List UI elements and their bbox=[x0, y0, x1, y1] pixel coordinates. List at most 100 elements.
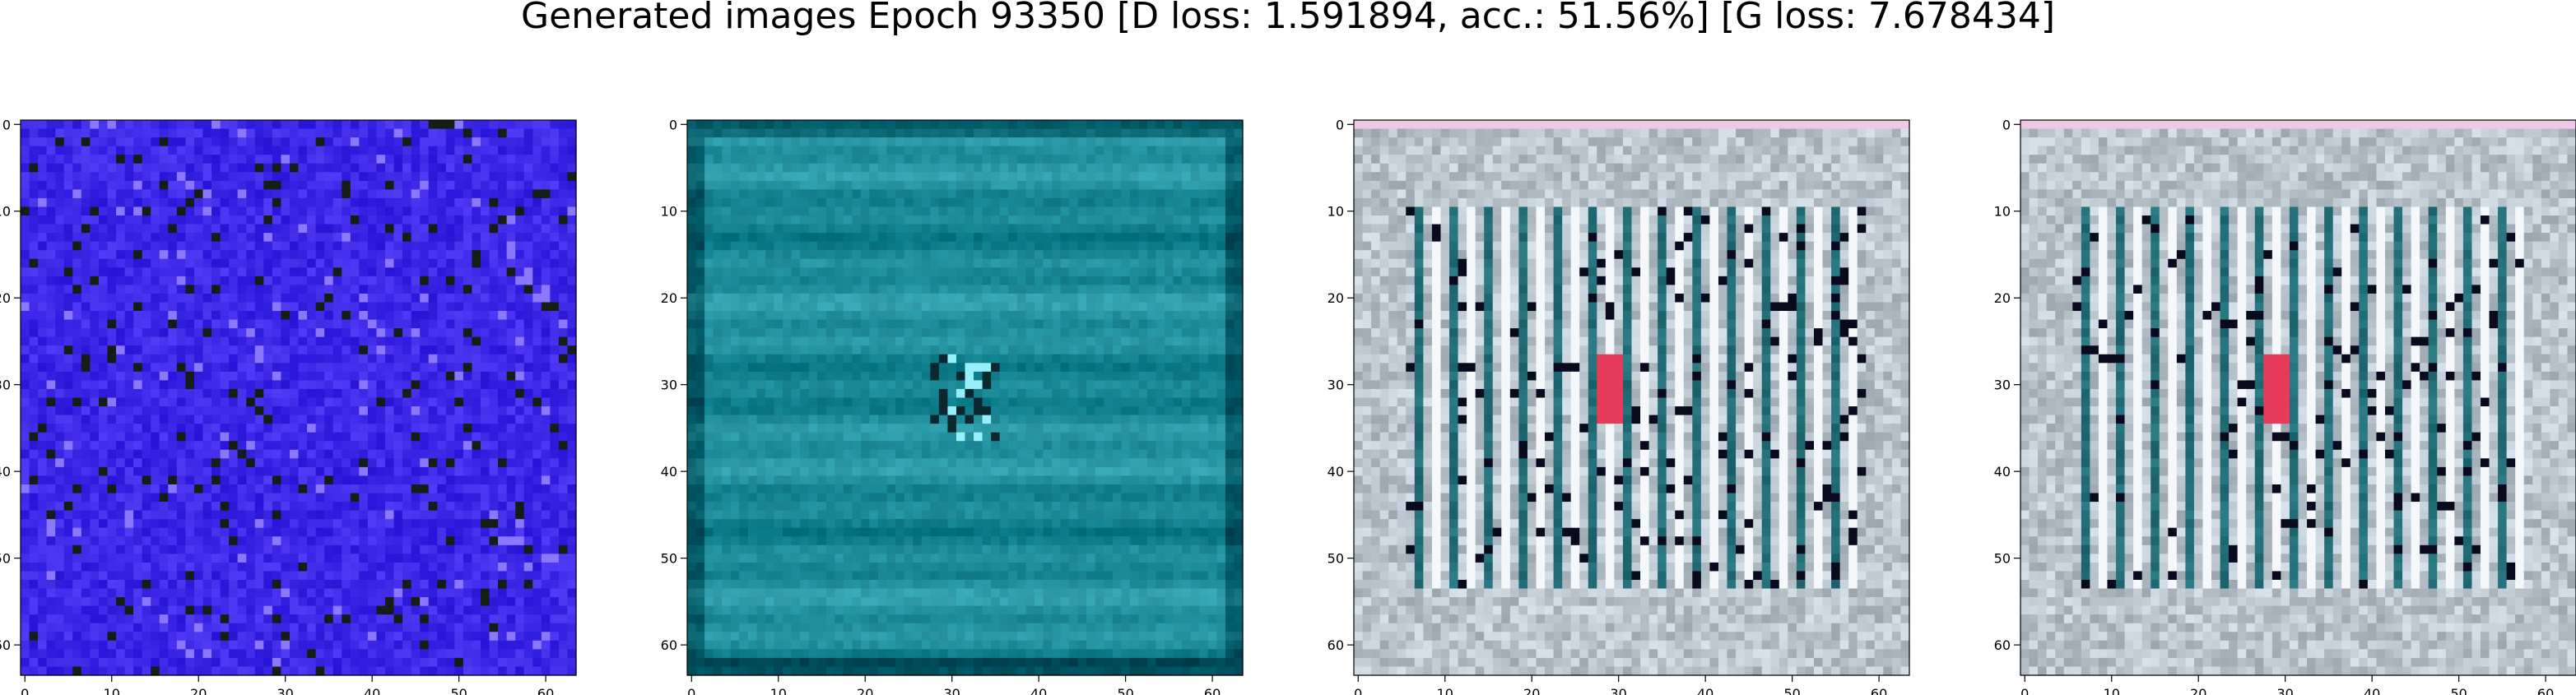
pixel bbox=[185, 406, 195, 416]
pixel bbox=[411, 397, 421, 407]
pixel bbox=[1207, 180, 1217, 190]
pixel bbox=[393, 224, 403, 234]
pixel bbox=[550, 302, 560, 312]
pixel bbox=[835, 197, 844, 208]
pixel bbox=[212, 493, 221, 503]
pixel bbox=[523, 466, 533, 477]
pixel bbox=[116, 597, 126, 607]
pixel bbox=[324, 588, 334, 598]
pixel bbox=[81, 319, 91, 329]
pixel bbox=[350, 146, 360, 155]
pixel bbox=[193, 544, 204, 554]
pixel bbox=[21, 415, 30, 424]
pixel bbox=[324, 614, 334, 624]
pixel bbox=[532, 380, 542, 390]
pixel bbox=[938, 180, 949, 190]
pixel bbox=[393, 319, 403, 329]
pixel bbox=[202, 397, 212, 407]
pixel bbox=[1008, 163, 1018, 173]
pixel bbox=[81, 388, 91, 399]
pixel bbox=[384, 475, 395, 485]
pixel bbox=[454, 657, 464, 668]
pixel bbox=[151, 128, 160, 138]
pixel bbox=[116, 640, 126, 650]
pixel bbox=[541, 432, 551, 442]
pixel bbox=[454, 380, 464, 390]
pixel bbox=[558, 458, 569, 468]
pixel bbox=[1182, 163, 1192, 173]
pixel bbox=[376, 276, 386, 285]
pixel bbox=[420, 605, 430, 615]
pixel bbox=[133, 336, 143, 346]
pixel bbox=[783, 215, 793, 225]
pixel bbox=[176, 354, 186, 364]
pixel bbox=[202, 623, 212, 632]
pixel bbox=[886, 197, 896, 208]
pixel bbox=[489, 120, 499, 130]
pixel bbox=[550, 441, 560, 451]
pixel bbox=[567, 597, 577, 607]
pixel bbox=[307, 579, 317, 590]
pixel bbox=[229, 224, 239, 234]
pixel bbox=[774, 155, 783, 164]
pixel bbox=[999, 172, 1009, 182]
pixel bbox=[498, 466, 508, 477]
pixel bbox=[307, 605, 317, 615]
pixel bbox=[393, 571, 403, 581]
pixel bbox=[704, 180, 714, 190]
pixel bbox=[281, 258, 291, 268]
pixel bbox=[220, 466, 230, 477]
pixel bbox=[1216, 206, 1226, 216]
pixel bbox=[541, 285, 551, 294]
pixel bbox=[843, 146, 853, 155]
pixel bbox=[107, 458, 117, 468]
pixel bbox=[454, 562, 464, 572]
pixel bbox=[246, 397, 256, 407]
pixel bbox=[756, 233, 766, 243]
pixel bbox=[159, 544, 169, 554]
pixel bbox=[1155, 180, 1165, 190]
pixel bbox=[246, 415, 256, 424]
pixel bbox=[46, 666, 56, 676]
pixel bbox=[272, 302, 282, 312]
pixel bbox=[550, 241, 560, 251]
pixel bbox=[272, 397, 282, 407]
pixel bbox=[541, 302, 551, 312]
pixel bbox=[498, 172, 508, 182]
pixel bbox=[1138, 197, 1148, 208]
pixel bbox=[272, 155, 282, 164]
pixel bbox=[324, 640, 334, 650]
pixel bbox=[90, 267, 100, 277]
pixel bbox=[98, 197, 109, 208]
pixel bbox=[298, 424, 308, 433]
pixel bbox=[289, 579, 300, 590]
pixel bbox=[176, 241, 186, 251]
pixel bbox=[445, 605, 455, 615]
pixel bbox=[974, 163, 983, 173]
pixel bbox=[558, 657, 569, 668]
pixel bbox=[237, 319, 247, 329]
pixel bbox=[307, 493, 317, 503]
pixel bbox=[489, 293, 499, 303]
pixel bbox=[21, 579, 30, 590]
pixel bbox=[90, 441, 100, 451]
pixel bbox=[480, 137, 491, 147]
pixel bbox=[29, 424, 39, 433]
pixel bbox=[46, 388, 56, 399]
pixel bbox=[541, 406, 551, 416]
pixel bbox=[515, 267, 525, 277]
pixel bbox=[159, 458, 169, 468]
pixel bbox=[384, 363, 395, 373]
pixel bbox=[151, 666, 160, 676]
pixel bbox=[342, 527, 351, 537]
pixel bbox=[116, 632, 126, 642]
pixel bbox=[359, 128, 369, 138]
pixel bbox=[142, 519, 151, 529]
pixel bbox=[800, 120, 810, 130]
pixel bbox=[229, 380, 239, 390]
pixel bbox=[133, 475, 143, 485]
pixel bbox=[246, 336, 256, 346]
pixel bbox=[359, 536, 369, 546]
pixel bbox=[359, 614, 369, 624]
